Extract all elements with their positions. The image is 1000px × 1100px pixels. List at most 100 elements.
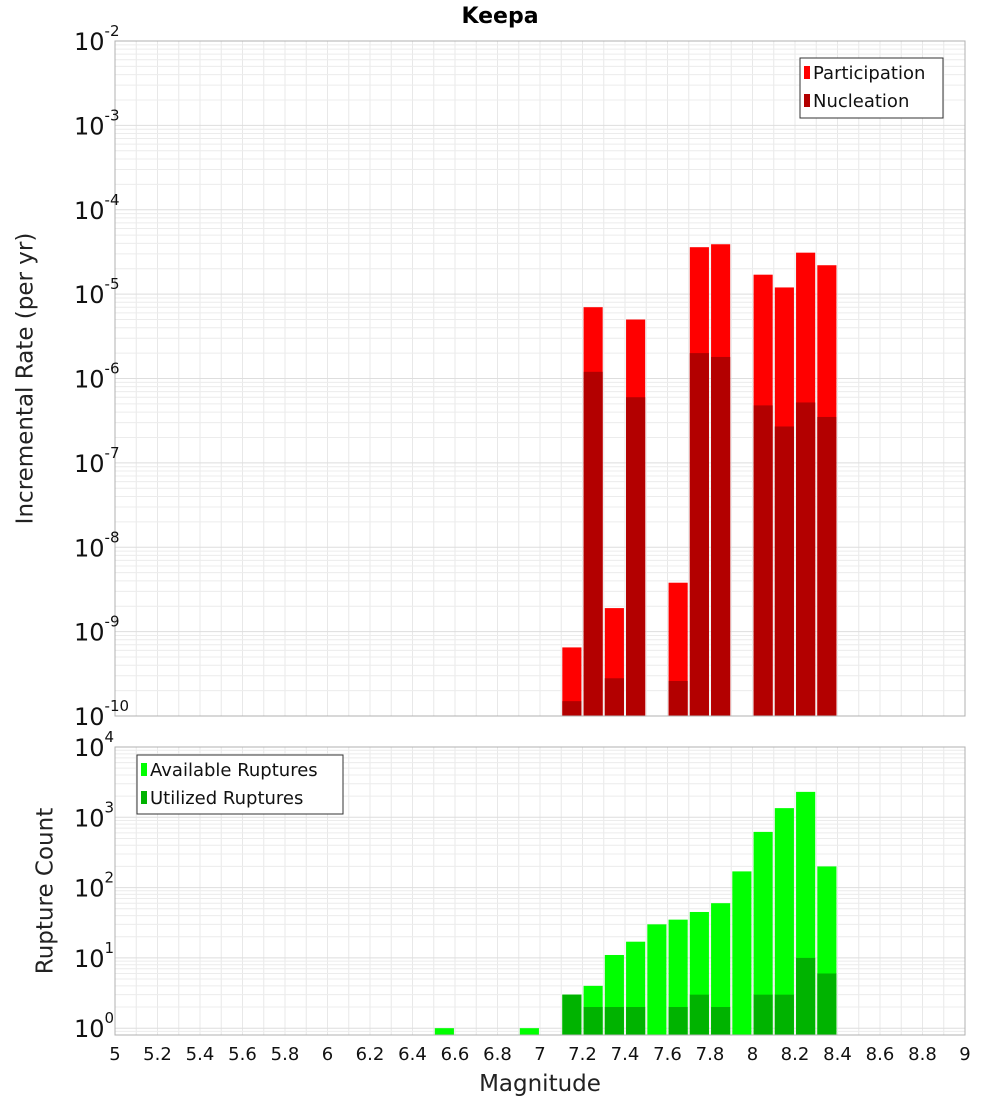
- y-tick-label: 10-6: [74, 360, 120, 394]
- legend-swatch: [141, 791, 147, 804]
- y-tick-exponent: -9: [105, 613, 120, 631]
- bar: [689, 994, 709, 1035]
- x-tick-label: 8.4: [823, 1044, 852, 1065]
- x-tick-label: 6.2: [356, 1044, 385, 1065]
- x-tick-label: 6.6: [441, 1044, 470, 1065]
- bar: [668, 919, 688, 1035]
- y-tick-label: 10-7: [74, 444, 120, 478]
- legend-label: Available Ruptures: [150, 760, 318, 781]
- x-tick-label: 6.8: [483, 1044, 512, 1065]
- bar: [583, 1007, 603, 1035]
- y-tick-label: 10-10: [74, 697, 129, 731]
- y-tick-label: 101: [74, 939, 114, 973]
- y-tick-label: 103: [74, 798, 114, 832]
- legend-swatch: [804, 94, 810, 107]
- legend-label: Nucleation: [813, 91, 909, 112]
- x-tick-label: 5.2: [143, 1044, 172, 1065]
- bar: [562, 701, 582, 716]
- x-tick-label: 5.4: [186, 1044, 215, 1065]
- y-tick-base: 10: [74, 281, 105, 309]
- y-tick-label: 10-4: [74, 191, 120, 225]
- y-tick-base: 10: [74, 534, 105, 562]
- y-tick-exponent: -8: [105, 528, 120, 546]
- bar: [817, 416, 837, 716]
- y-tick-exponent: -7: [105, 444, 120, 462]
- grid: [114, 41, 966, 717]
- legend: Participation Nucleation: [799, 57, 944, 119]
- x-tick-label: 8: [747, 1044, 758, 1065]
- bar: [519, 1028, 539, 1035]
- y-tick-label: 10-2: [74, 22, 120, 56]
- y-tick-label: 10-3: [74, 106, 120, 140]
- y-tick-exponent: -5: [105, 275, 120, 293]
- x-tick-label: 5.8: [271, 1044, 300, 1065]
- bar: [774, 994, 794, 1035]
- legend-swatch: [804, 66, 810, 79]
- y-axis-label: Rupture Count: [33, 808, 59, 974]
- legend: Available Ruptures Utilized Ruptures: [136, 754, 344, 815]
- y-tick-label: 10-9: [74, 613, 120, 647]
- rate-panel: 10-210-310-410-510-610-710-810-910-10Inc…: [13, 22, 966, 731]
- x-tick-label: 5.6: [228, 1044, 257, 1065]
- x-tick-label: 7.8: [696, 1044, 725, 1065]
- series-utilized-ruptures: [562, 957, 837, 1035]
- plot-frame: [114, 40, 966, 717]
- y-tick-base: 10: [74, 450, 105, 478]
- x-tick-label: 7.6: [653, 1044, 682, 1065]
- bar: [711, 356, 731, 716]
- y-tick-base: 10: [74, 945, 105, 973]
- bar: [774, 808, 794, 1035]
- y-tick-label: 10-8: [74, 528, 120, 562]
- y-tick-label: 10-5: [74, 275, 120, 309]
- y-tick-base: 10: [74, 734, 105, 762]
- y-tick-exponent: 2: [105, 869, 115, 887]
- bar: [583, 371, 603, 716]
- x-tick-label: 6.4: [398, 1044, 427, 1065]
- bar: [604, 678, 624, 716]
- bar: [689, 353, 709, 716]
- y-tick-exponent: 4: [105, 728, 115, 746]
- bar: [753, 405, 773, 716]
- y-tick-base: 10: [74, 366, 105, 394]
- x-axis-label: Magnitude: [479, 1071, 601, 1097]
- plot-frame: [114, 746, 966, 1036]
- y-tick-base: 10: [74, 112, 105, 140]
- x-tick-label: 7.4: [611, 1044, 640, 1065]
- x-tick-label: 8.6: [866, 1044, 895, 1065]
- x-tick-label: 8.2: [781, 1044, 810, 1065]
- legend-label: Utilized Ruptures: [150, 788, 303, 809]
- y-tick-exponent: 0: [105, 1009, 115, 1027]
- y-tick-exponent: -6: [105, 360, 120, 378]
- y-tick-label: 104: [74, 728, 114, 762]
- y-tick-base: 10: [74, 703, 105, 731]
- bar: [604, 1007, 624, 1035]
- y-tick-base: 10: [74, 197, 105, 225]
- legend-swatch: [141, 763, 147, 776]
- legend-box: [136, 754, 344, 815]
- y-tick-exponent: -2: [105, 22, 120, 40]
- legend-box: [799, 57, 944, 119]
- series-nucleation: [562, 353, 837, 716]
- bar: [562, 647, 582, 716]
- bar: [817, 973, 837, 1035]
- bar: [434, 1028, 454, 1035]
- bar: [753, 831, 773, 1035]
- bar: [626, 1007, 646, 1035]
- y-axis-label: Incremental Rate (per yr): [13, 233, 39, 525]
- y-tick-label: 100: [74, 1009, 114, 1043]
- bar: [668, 1007, 688, 1035]
- x-tick-label: 6: [322, 1044, 333, 1065]
- y-tick-exponent: -4: [105, 191, 120, 209]
- x-tick-label: 9: [959, 1044, 970, 1065]
- x-tick-label: 7: [534, 1044, 545, 1065]
- legend-label: Participation: [813, 63, 925, 84]
- bar: [711, 903, 731, 1035]
- y-tick-base: 10: [74, 619, 105, 647]
- bar: [647, 924, 667, 1035]
- chart-title: Keepa: [461, 4, 538, 29]
- y-tick-exponent: 1: [105, 939, 115, 957]
- bar: [711, 1007, 731, 1035]
